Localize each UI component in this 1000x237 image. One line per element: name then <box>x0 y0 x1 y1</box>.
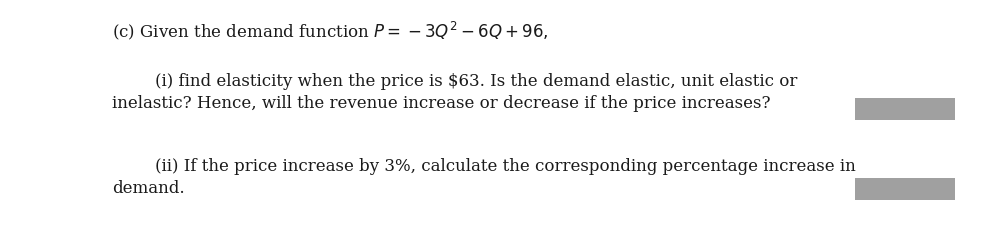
Text: (i) find elasticity when the price is $63. Is the demand elastic, unit elastic o: (i) find elasticity when the price is $6… <box>155 73 797 90</box>
Bar <box>855 178 955 200</box>
Text: demand.: demand. <box>112 180 185 197</box>
Text: (ii) If the price increase by 3%, calculate the corresponding percentage increas: (ii) If the price increase by 3%, calcul… <box>155 158 856 175</box>
Text: (c) Given the demand function $P = -3Q^2 - 6Q + 96,$: (c) Given the demand function $P = -3Q^2… <box>112 20 549 42</box>
Bar <box>855 98 955 120</box>
Text: inelastic? Hence, will the revenue increase or decrease if the price increases?: inelastic? Hence, will the revenue incre… <box>112 95 770 112</box>
